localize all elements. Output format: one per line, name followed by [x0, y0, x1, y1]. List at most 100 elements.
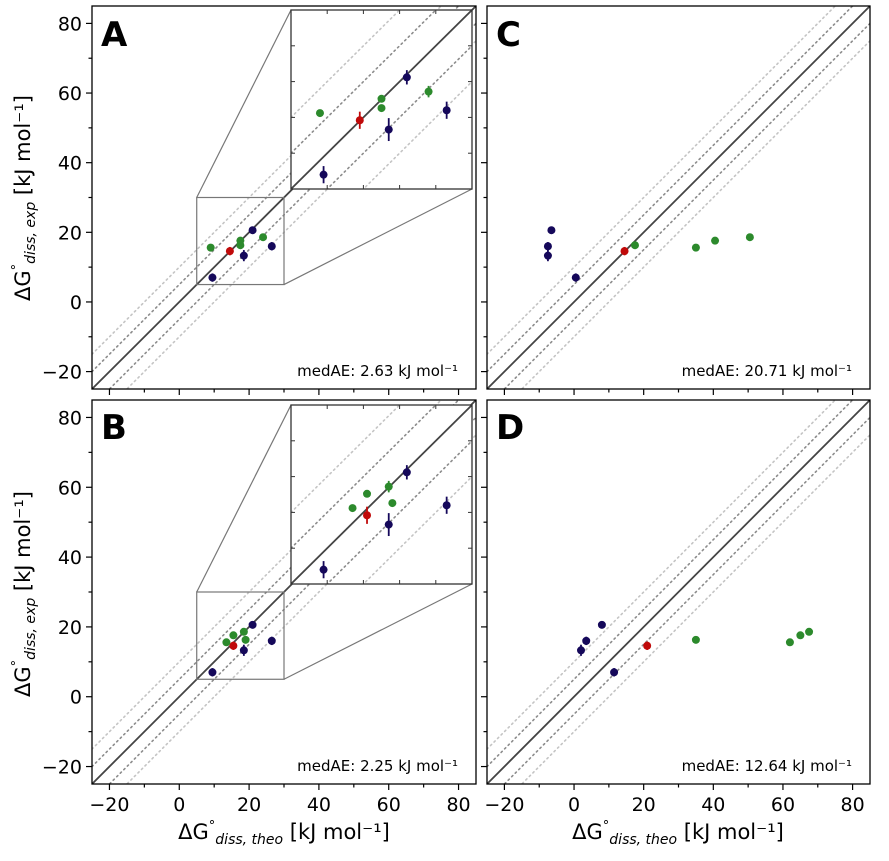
panel-b-inset-point-7 — [388, 499, 397, 508]
y-axis-label-bottom: ΔG°diss, exp [kJ mol⁻¹] — [10, 491, 39, 697]
panel-a-inset-point-5 — [315, 109, 324, 118]
panel-b-point-8 — [239, 627, 248, 636]
panel-d-offset-line-plus10 — [487, 400, 837, 750]
panel-b-inset-point-2 — [402, 468, 411, 477]
panel-a-letter: A — [101, 15, 128, 55]
panel-b-point-0 — [208, 668, 217, 677]
panel-a-ytick-label: 60 — [58, 83, 82, 105]
panel-d-point-8 — [805, 627, 814, 636]
panel-a-inset-point-2 — [402, 73, 411, 82]
panel-c-point-6 — [691, 243, 700, 252]
panel-d-medae: medAE: 12.64 kJ mol⁻¹ — [682, 757, 852, 775]
panel-b-point-1 — [239, 646, 248, 655]
panel-c-offset-line-minus5 — [503, 22, 870, 389]
panel-a-connector-bottom — [283, 188, 473, 286]
panel-b-inset-point-3 — [442, 501, 451, 510]
panel-d-xtick-label: −20 — [484, 794, 524, 816]
panel-b-offset-line-plus5 — [92, 400, 460, 768]
panel-a-zoom-rect — [196, 196, 285, 286]
panel-a-inset-point-3 — [442, 106, 451, 115]
panel-c-point-8 — [745, 233, 754, 242]
panel-b-ytick-label: 80 — [58, 407, 82, 429]
panel-a-inset-offset-line-minus10 — [362, 80, 472, 189]
panel-b-ytick-label: 40 — [58, 547, 82, 569]
panel-b-inset-identity-line — [291, 405, 472, 584]
panel-a-point-5 — [206, 243, 215, 252]
panel-b-inset-offset-line-minus5 — [326, 439, 472, 584]
panel-b-connector-bottom — [283, 583, 473, 680]
panel-a-ytick-label: 80 — [58, 13, 82, 35]
panel-d-plot-area — [487, 400, 870, 784]
panel-b-xtick-label: 40 — [307, 794, 331, 816]
panel-c-point-3 — [571, 273, 580, 282]
panel-a-inset-point-0 — [319, 170, 328, 179]
panel-d-point-7 — [796, 631, 805, 640]
panel-a-ytick-label: 20 — [58, 222, 82, 244]
panel-b-point-5 — [222, 638, 231, 647]
panel-d-point-3 — [610, 668, 619, 677]
panel-b-ytick-label: −20 — [42, 757, 82, 779]
panel-b-inset-offset-line-minus10 — [362, 475, 472, 584]
panel-d-point-0 — [597, 620, 606, 629]
panel-a-point-0 — [208, 273, 217, 282]
panel-a-inset-point-1 — [384, 125, 393, 134]
panel-d-point-4 — [643, 641, 652, 650]
panel-d-offset-line-plus5 — [487, 400, 854, 768]
panel-b-point-3 — [267, 636, 276, 645]
panel-b-ytick-label: 60 — [58, 477, 82, 499]
panel-c-offset-line-minus10 — [520, 40, 870, 389]
panel-a-point-1 — [239, 251, 248, 260]
x-axis-label-left: ΔG°diss, theo [kJ mol⁻¹] — [178, 819, 390, 848]
panel-c-offset-line-plus10 — [487, 6, 837, 355]
panel-b-xtick-label: 60 — [377, 794, 401, 816]
panel-a-inset-offset-line-minus5 — [326, 44, 472, 189]
panel-a-inset-plot-area — [291, 10, 472, 189]
panel-b-inset-frame — [290, 404, 473, 585]
panel-b-offset-line-plus10 — [92, 400, 443, 750]
panel-b-inset-point-0 — [319, 565, 328, 574]
panel-c-letter: C — [496, 15, 521, 55]
panel-a-inset-point-7 — [377, 94, 386, 103]
panel-a-point-8 — [259, 233, 268, 242]
panel-b-inset-point-1 — [384, 520, 393, 529]
panel-b-inset-point-4 — [363, 511, 372, 520]
panel-b-ytick-label: 0 — [70, 687, 82, 709]
panel-d-point-6 — [785, 638, 794, 647]
panel-d-xtick-label: 60 — [771, 794, 795, 816]
panel-b-letter: B — [101, 408, 127, 448]
panel-b-point-7 — [241, 635, 250, 644]
panel-d-xtick-label: 40 — [701, 794, 725, 816]
panel-b-ytick-label: 20 — [58, 617, 82, 639]
panel-d-xtick-label: 20 — [632, 794, 656, 816]
panel-a-point-7 — [236, 236, 245, 245]
panel-a-inset-offset-line-plus5 — [291, 10, 437, 154]
panel-b-inset-offset-line-plus5 — [291, 405, 437, 550]
panel-c-point-0 — [547, 226, 556, 235]
panel-d-identity-line — [487, 400, 870, 784]
panel-d-point-5 — [691, 635, 700, 644]
panel-c-medae: medAE: 20.71 kJ mol⁻¹ — [682, 362, 852, 380]
panel-b-zoom-rect — [196, 591, 285, 680]
panel-c-point-1 — [543, 242, 552, 251]
panel-b-point-4 — [229, 641, 238, 650]
panel-b-medae: medAE: 2.25 kJ mol⁻¹ — [297, 757, 458, 775]
panel-a-inset-frame — [290, 9, 473, 190]
panel-a-point-3 — [267, 242, 276, 251]
panel-b-xtick-label: 0 — [173, 794, 185, 816]
panel-c-point-7 — [711, 236, 720, 245]
panel-a-point-4 — [225, 247, 234, 256]
panel-a-inset-point-4 — [355, 116, 364, 125]
panel-b-xtick-label: −20 — [89, 794, 129, 816]
panel-b-connector-top — [196, 404, 292, 593]
panel-a-connector-top — [196, 9, 292, 198]
panel-a-inset-point-6 — [377, 104, 386, 113]
panel-d-xtick-label: 0 — [568, 794, 580, 816]
panel-a-inset-point-8 — [424, 87, 433, 96]
panel-b-xtick-label: 20 — [237, 794, 261, 816]
